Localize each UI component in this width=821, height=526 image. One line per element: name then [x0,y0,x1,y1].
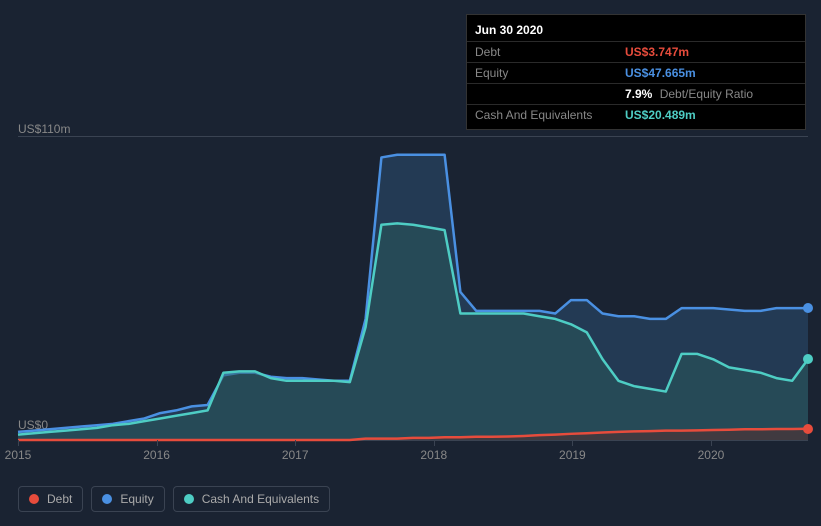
x-axis-label: 2017 [282,448,309,462]
legend-label-debt: Debt [47,492,72,506]
tooltip-label-cash: Cash And Equivalents [475,108,625,122]
tooltip-label-debt: Debt [475,45,625,59]
x-axis-label: 2019 [559,448,586,462]
tooltip-label-equity: Equity [475,66,625,80]
tooltip-row-ratio: 7.9% Debt/Equity Ratio [467,83,805,104]
legend-label-cash: Cash And Equivalents [202,492,319,506]
tooltip-date: Jun 30 2020 [467,19,805,41]
x-axis-label: 2015 [5,448,32,462]
series-end-marker [803,424,813,434]
series-end-marker [803,303,813,313]
tooltip-value-equity: US$47.665m [625,66,696,80]
x-tick [157,440,158,446]
tooltip-row-debt: Debt US$3.747m [467,41,805,62]
legend-marker-cash [184,494,194,504]
x-tick [18,440,19,446]
legend-marker-equity [102,494,112,504]
tooltip-row-cash: Cash And Equivalents US$20.489m [467,104,805,125]
legend-marker-debt [29,494,39,504]
tooltip-value-debt: US$3.747m [625,45,689,59]
tooltip-value-cash: US$20.489m [625,108,696,122]
legend-item-equity[interactable]: Equity [91,486,164,512]
legend: Debt Equity Cash And Equivalents [18,486,330,512]
x-tick [295,440,296,446]
x-axis-label: 2016 [143,448,170,462]
legend-label-equity: Equity [120,492,153,506]
x-axis-label: 2020 [698,448,725,462]
x-axis-label: 2018 [420,448,447,462]
tooltip-ratio-pct: 7.9% [625,87,652,101]
legend-item-debt[interactable]: Debt [18,486,83,512]
x-tick [434,440,435,446]
series-end-marker [803,354,813,364]
legend-item-cash[interactable]: Cash And Equivalents [173,486,330,512]
tooltip: Jun 30 2020 Debt US$3.747m Equity US$47.… [466,14,806,130]
tooltip-row-equity: Equity US$47.665m [467,62,805,83]
tooltip-ratio-label: Debt/Equity Ratio [660,87,753,101]
x-tick [711,440,712,446]
x-tick [572,440,573,446]
